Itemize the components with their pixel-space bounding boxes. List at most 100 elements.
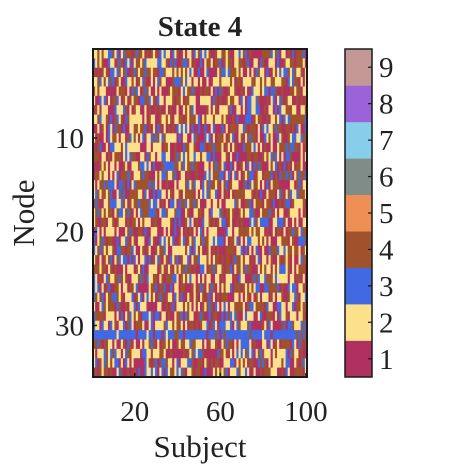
heatmap-cell <box>97 161 100 172</box>
heatmap-cell <box>270 236 274 247</box>
heatmap-cell <box>99 283 102 294</box>
heatmap-cell <box>274 264 278 275</box>
heatmap-cell <box>182 255 186 265</box>
heatmap-cell <box>172 123 175 134</box>
heatmap-cell <box>155 161 158 172</box>
heatmap-cell <box>197 320 201 331</box>
heatmap-cell <box>212 255 216 265</box>
heatmap-cell <box>150 198 154 209</box>
heatmap-cell <box>144 358 147 369</box>
heatmap-cell <box>95 67 98 78</box>
heatmap-cell <box>206 142 209 153</box>
heatmap-cell <box>112 320 115 331</box>
heatmap-cell <box>95 311 98 322</box>
heatmap-cell <box>277 217 280 228</box>
heatmap-cell <box>97 142 100 153</box>
heatmap-cell <box>122 105 126 115</box>
heatmap-cell <box>125 49 128 59</box>
heatmap-cell <box>129 49 132 59</box>
heatmap-cell <box>281 348 284 359</box>
heatmap-cell <box>234 264 237 275</box>
heatmap-cell <box>210 161 214 172</box>
heatmap-cell <box>283 367 286 378</box>
heatmap-cell <box>163 339 167 350</box>
heatmap-cell <box>174 245 177 256</box>
heatmap-cell <box>195 152 199 162</box>
heatmap-cell <box>93 358 96 369</box>
heatmap-cell <box>182 49 186 59</box>
heatmap-cell <box>214 142 218 153</box>
heatmap-cell <box>225 114 229 125</box>
heatmap-cell <box>159 180 162 190</box>
heatmap-cell <box>253 170 257 181</box>
heatmap-cell <box>253 292 257 303</box>
heatmap-cell <box>272 142 276 153</box>
heatmap-cell <box>174 311 177 322</box>
heatmap-cell <box>131 105 135 115</box>
heatmap-cell <box>289 105 293 115</box>
heatmap-cell <box>259 123 263 134</box>
heatmap-cell <box>204 180 207 190</box>
heatmap-cell <box>122 273 126 284</box>
heatmap-cell <box>146 180 150 190</box>
heatmap-cell <box>110 283 113 294</box>
heatmap-cell <box>191 49 194 59</box>
heatmap-cell <box>193 49 197 59</box>
heatmap-cell <box>242 86 246 97</box>
heatmap-cell <box>93 114 96 125</box>
heatmap-cell <box>103 208 107 219</box>
heatmap-cell <box>122 283 126 294</box>
heatmap-cell <box>129 320 132 331</box>
heatmap-cell <box>206 302 209 312</box>
heatmap-cell <box>234 245 237 256</box>
heatmap-cell <box>107 49 111 59</box>
heatmap-cell <box>240 198 244 209</box>
heatmap-cell <box>105 245 109 256</box>
heatmap-cell <box>285 367 289 378</box>
heatmap-cell <box>287 95 291 106</box>
heatmap-cell <box>279 348 282 359</box>
heatmap-cell <box>197 227 201 237</box>
heatmap-cell <box>105 255 109 265</box>
heatmap-cell <box>112 189 115 200</box>
heatmap-cell <box>152 367 156 378</box>
heatmap-cell <box>178 255 182 265</box>
heatmap-cell <box>270 292 274 303</box>
heatmap-cell <box>242 152 246 162</box>
heatmap-cell <box>161 67 165 78</box>
heatmap-cell <box>259 152 263 162</box>
heatmap-cell <box>163 217 167 228</box>
heatmap-cell <box>262 77 265 87</box>
heatmap-cell <box>157 49 160 59</box>
heatmap-cell <box>155 358 158 369</box>
heatmap-cell <box>212 58 216 69</box>
heatmap-cell <box>274 245 278 256</box>
heatmap-cell <box>208 367 212 378</box>
heatmap-cell <box>251 152 254 162</box>
heatmap-cell <box>129 170 132 181</box>
heatmap-cell <box>259 217 263 228</box>
heatmap-cell <box>197 217 201 228</box>
heatmap-cell <box>202 255 205 265</box>
heatmap-cell <box>163 58 167 69</box>
heatmap-cell <box>178 161 182 172</box>
heatmap-cell <box>234 114 237 125</box>
heatmap-cell <box>116 245 120 256</box>
heatmap-cell <box>208 208 212 219</box>
heatmap-cell <box>116 255 120 265</box>
heatmap-cell <box>172 283 175 294</box>
heatmap-cell <box>268 189 272 200</box>
heatmap-cell <box>225 49 229 59</box>
heatmap-cell <box>195 208 199 219</box>
heatmap-cell <box>135 198 139 209</box>
heatmap-cell <box>238 255 242 265</box>
heatmap-cell <box>125 292 128 303</box>
heatmap-cell <box>110 367 113 378</box>
heatmap-cell <box>294 142 297 153</box>
heatmap-cell <box>159 189 162 200</box>
heatmap-cell <box>116 95 120 106</box>
heatmap-cell <box>251 358 254 369</box>
heatmap-cell <box>144 114 147 125</box>
heatmap-cell <box>170 198 173 209</box>
heatmap-cell <box>262 142 265 153</box>
